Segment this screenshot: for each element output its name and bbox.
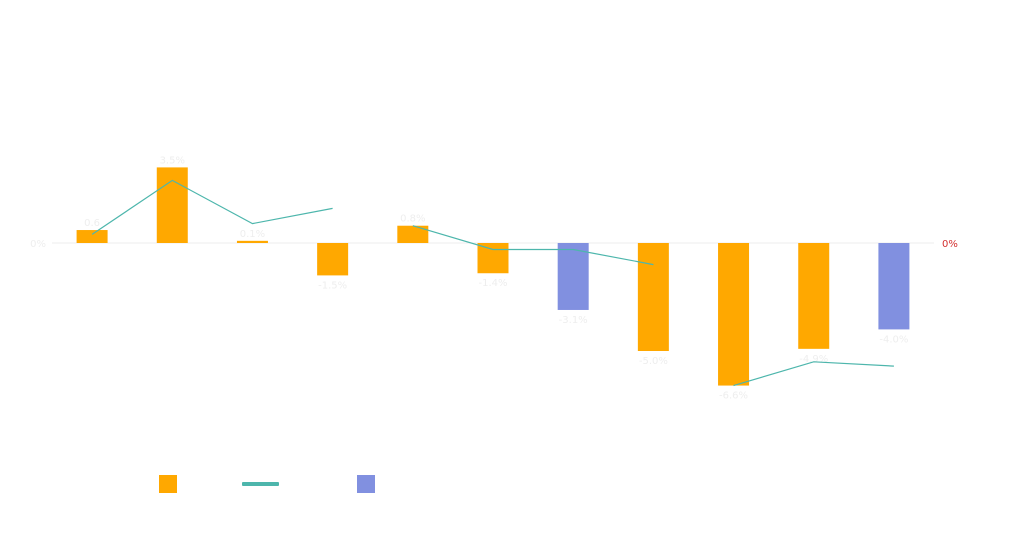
- line-series-segment[interactable]: [733, 361, 894, 387]
- legend-swatch-bar[interactable]: [357, 475, 375, 493]
- bar[interactable]: [236, 240, 268, 243]
- bar-data-label: -1.4%: [478, 278, 507, 289]
- bar-data-label: 0.8%: [400, 214, 425, 225]
- bar[interactable]: [557, 243, 589, 310]
- legend-swatch-bar[interactable]: [159, 475, 177, 493]
- y-axis-left-tick-label: 0%: [30, 239, 46, 250]
- bar-data-label: -4.9%: [799, 354, 828, 365]
- legend-swatch-line[interactable]: [242, 482, 279, 486]
- bar[interactable]: [76, 230, 108, 243]
- bar[interactable]: [637, 243, 669, 351]
- line-series-segment[interactable]: [91, 179, 333, 235]
- bar[interactable]: [718, 243, 750, 386]
- line-series-segment[interactable]: [412, 225, 654, 266]
- bar[interactable]: [317, 243, 349, 276]
- bar[interactable]: [397, 225, 429, 243]
- bar-data-label: 3.5%: [160, 155, 185, 166]
- bar[interactable]: [798, 243, 830, 349]
- bar-data-label: -1.5%: [318, 280, 347, 291]
- bar-data-label: 0.1%: [240, 229, 265, 240]
- bar[interactable]: [477, 243, 509, 274]
- bar-data-label: -6.6%: [719, 391, 748, 402]
- bar[interactable]: [878, 243, 910, 330]
- bar-data-label: 0.6: [84, 218, 100, 229]
- y-axis-right-tick-label: 0%: [942, 239, 958, 250]
- bar[interactable]: [156, 167, 188, 243]
- bar-data-label: -3.1%: [559, 315, 588, 326]
- bar-data-label: -4.0%: [879, 334, 908, 345]
- bar-data-label: -5.0%: [639, 356, 668, 367]
